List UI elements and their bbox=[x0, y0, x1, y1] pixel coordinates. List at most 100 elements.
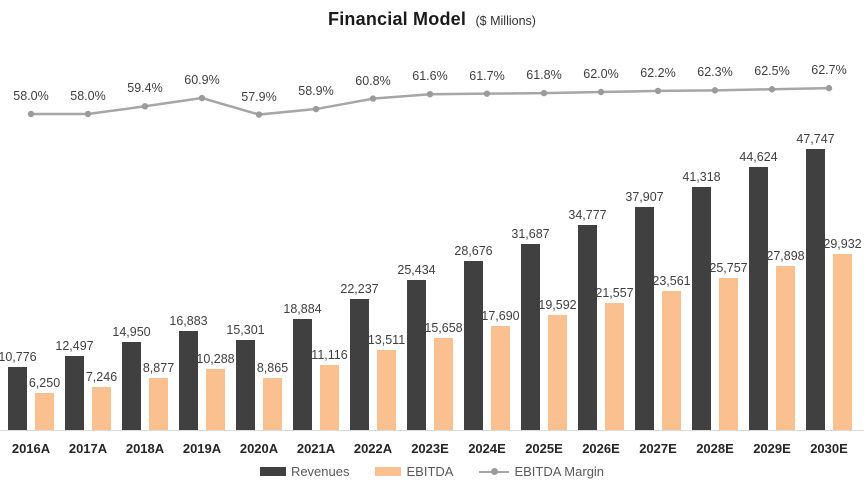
ebitda-margin-label: 62.3% bbox=[697, 65, 733, 80]
revenues-value-label: 10,776 bbox=[0, 349, 37, 364]
bar-revenues bbox=[8, 366, 27, 430]
bar-ebitda bbox=[491, 325, 510, 430]
x-axis-label: 2026E bbox=[582, 441, 620, 456]
revenues-value-label: 14,950 bbox=[112, 325, 151, 340]
ebitda-value-label: 7,246 bbox=[85, 370, 118, 385]
x-axis-label: 2022A bbox=[353, 441, 393, 456]
ebitda-margin-label: 61.7% bbox=[469, 68, 505, 83]
bar-ebitda bbox=[776, 265, 795, 430]
bar-ebitda bbox=[263, 377, 282, 430]
x-axis-label: 2018A bbox=[125, 441, 165, 456]
revenues-value-label: 16,883 bbox=[169, 313, 208, 328]
bar-ebitda bbox=[662, 291, 681, 430]
revenues-value-label: 25,434 bbox=[397, 263, 436, 278]
ebitda-margin-label: 60.9% bbox=[184, 73, 220, 88]
ebitda-value-label: 15,658 bbox=[424, 320, 463, 335]
bar-revenues bbox=[179, 330, 198, 430]
bar-revenues bbox=[692, 186, 711, 430]
ebitda-margin-label: 62.5% bbox=[754, 64, 790, 79]
x-axis-line bbox=[0, 430, 864, 431]
bar-ebitda bbox=[548, 314, 567, 430]
ebitda-margin-swatch-icon bbox=[479, 467, 510, 476]
bar-ebitda bbox=[719, 278, 738, 430]
bar-ebitda bbox=[320, 364, 339, 430]
revenues-value-label: 44,624 bbox=[739, 150, 778, 165]
legend-label-ebitda-margin: EBITDA Margin bbox=[514, 464, 605, 479]
bar-revenues bbox=[749, 167, 768, 430]
legend-item-ebitda: EBITDA bbox=[375, 464, 453, 479]
bar-revenues bbox=[635, 206, 654, 430]
ebitda-margin-label: 62.7% bbox=[811, 63, 847, 78]
x-axis-label: 2027E bbox=[639, 441, 677, 456]
x-axis-label: 2023E bbox=[411, 441, 449, 456]
ebitda-value-label: 6,250 bbox=[28, 376, 61, 391]
ebitda-margin-label: 58.9% bbox=[298, 84, 334, 99]
revenues-value-label: 41,318 bbox=[682, 169, 721, 184]
bar-ebitda bbox=[434, 337, 453, 430]
x-axis-label: 2030E bbox=[810, 441, 848, 456]
revenues-value-label: 34,777 bbox=[568, 208, 607, 223]
revenues-value-label: 18,884 bbox=[283, 301, 322, 316]
ebitda-value-label: 8,865 bbox=[256, 360, 289, 375]
ebitda-swatch-icon bbox=[375, 467, 402, 476]
chart-header: Financial Model ($ Millions) bbox=[0, 9, 864, 30]
chart-legend: Revenues EBITDA EBITDA Margin bbox=[0, 464, 864, 479]
revenues-value-label: 31,687 bbox=[511, 226, 550, 241]
ebitda-value-label: 13,511 bbox=[367, 333, 406, 348]
ebitda-value-label: 29,932 bbox=[823, 236, 862, 251]
bar-revenues bbox=[521, 243, 540, 430]
bar-ebitda bbox=[206, 369, 225, 430]
x-axis-label: 2016A bbox=[11, 441, 51, 456]
revenues-value-label: 22,237 bbox=[340, 282, 379, 297]
bar-revenues bbox=[806, 149, 825, 430]
ebitda-margin-label: 58.0% bbox=[70, 89, 106, 103]
revenues-value-label: 37,907 bbox=[625, 189, 664, 204]
ebitda-value-label: 17,690 bbox=[481, 308, 520, 323]
x-axis-label: 2028E bbox=[696, 441, 734, 456]
bar-ebitda bbox=[377, 350, 396, 430]
ebitda-value-label: 23,561 bbox=[652, 274, 691, 289]
ebitda-margin-label: 58.0% bbox=[13, 89, 49, 103]
revenues-value-label: 28,676 bbox=[454, 244, 493, 259]
x-axis-label: 2024E bbox=[468, 441, 506, 456]
legend-item-revenues: Revenues bbox=[259, 464, 350, 479]
legend-label-revenues: Revenues bbox=[290, 464, 350, 479]
x-axis-label: 2029E bbox=[753, 441, 791, 456]
revenues-swatch-icon bbox=[259, 467, 286, 476]
bar-ebitda bbox=[92, 387, 111, 430]
bar-ebitda bbox=[605, 303, 624, 430]
bar-ebitda bbox=[149, 377, 168, 430]
ebitda-value-label: 11,116 bbox=[311, 347, 348, 362]
ebitda-margin-label: 62.0% bbox=[583, 67, 619, 81]
revenues-value-label: 15,301 bbox=[226, 322, 265, 337]
x-axis-label: 2017A bbox=[68, 441, 108, 456]
chart-subtitle: ($ Millions) bbox=[475, 14, 536, 28]
ebitda-margin-label: 61.6% bbox=[412, 69, 448, 84]
bar-revenues bbox=[65, 356, 84, 430]
bar-revenues bbox=[236, 339, 255, 430]
legend-item-ebitda-margin: EBITDA Margin bbox=[479, 464, 604, 479]
chart-title: Financial Model bbox=[328, 9, 467, 29]
bar-revenues bbox=[293, 318, 312, 430]
bar-revenues bbox=[350, 299, 369, 430]
bar-revenues bbox=[407, 280, 426, 430]
x-axis-label: 2020A bbox=[239, 441, 279, 456]
bar-revenues bbox=[464, 261, 483, 430]
revenues-value-label: 47,747 bbox=[796, 132, 835, 146]
ebitda-value-label: 27,898 bbox=[766, 248, 805, 263]
x-axis-label: 2019A bbox=[182, 441, 222, 456]
legend-label-ebitda: EBITDA bbox=[406, 464, 454, 479]
bar-revenues bbox=[122, 342, 141, 430]
ebitda-value-label: 25,757 bbox=[709, 261, 748, 276]
ebitda-margin-label: 60.8% bbox=[355, 73, 391, 88]
bar-ebitda bbox=[35, 393, 54, 430]
ebitda-margin-label: 59.4% bbox=[127, 81, 163, 96]
ebitda-margin-label: 62.2% bbox=[640, 65, 676, 80]
ebitda-value-label: 10,288 bbox=[196, 352, 235, 367]
bar-revenues bbox=[578, 225, 597, 430]
ebitda-value-label: 8,877 bbox=[142, 360, 175, 375]
ebitda-value-label: 21,557 bbox=[595, 286, 634, 301]
x-axis-label: 2021A bbox=[296, 441, 336, 456]
